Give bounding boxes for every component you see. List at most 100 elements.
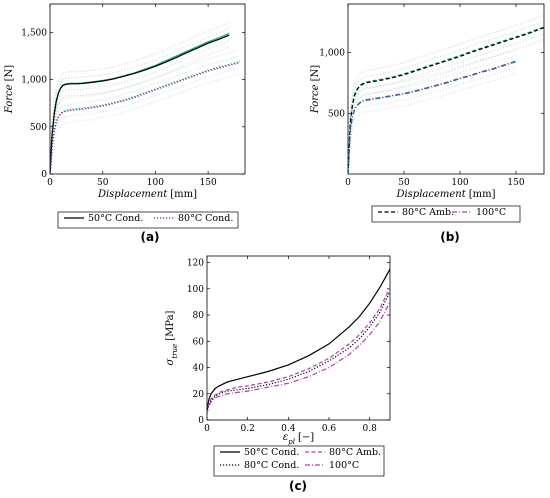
series-line [50,62,240,174]
panel-label: (c) [289,479,307,493]
y-axis-label-unit: [MPa] [165,310,176,340]
spread-band [50,28,230,169]
y-tick-label: 40 [193,364,205,374]
spread-band [50,67,240,174]
y-tick-label: 1,000 [21,76,47,86]
x-axis-label-sub: pl [288,438,295,446]
chart-panel-a: 0 50 100 150 0 500 1,000 1,500 Displacement [mm] F… [4,3,246,244]
x-tick-label: 0.4 [281,424,296,434]
x-tick-label: 0 [345,178,351,188]
legend-label: 80°C Cond. [244,460,299,471]
legend-box: 50°C Cond. 80°C Amb. 80°C Cond. 100°C [213,445,385,477]
y-tick-label: 80 [193,311,205,321]
y-tick-label: 60 [193,337,205,347]
x-axis-label: Displacement [mm] [97,189,197,200]
spread-band [50,22,230,163]
legend-frame [371,205,521,223]
spread-band [50,49,240,163]
x-axis-label-main: ε [283,432,288,443]
axes-frame [206,255,391,421]
spread-band [50,26,230,169]
series-line [348,61,517,174]
y-tick-label: 1,000 [319,49,345,59]
legend-label: 100°C [476,207,506,218]
spread-band [50,38,230,174]
x-axis-label-unit: [−] [298,432,314,443]
spread-band [348,55,517,169]
legend-label: 80°C Amb. [402,207,454,218]
x-tick-label: 50 [97,178,109,188]
y-axis-label-main: σ [165,357,176,365]
series-group [207,268,390,415]
spread-band [348,33,544,174]
series-line [207,291,390,414]
y-tick-label: 500 [328,109,345,119]
spread-band [50,56,240,169]
x-axis-label: Displacement [mm] [395,189,495,200]
legend-label: 80°C Amb. [329,447,381,458]
y-axis-label-unit: [N] [4,65,15,82]
y-axis-label: Force [N] [4,65,15,114]
spread-band [348,66,517,174]
chart-panel-b: 0 50 100 150 500 1,000 Displacement [mm] Force [N… [310,3,545,244]
spread-band [348,67,517,174]
series-line [348,60,517,174]
spread-band [50,50,240,163]
series-line [50,61,240,174]
spread-band-group [50,20,240,174]
x-axis-label-main: Displacement [97,189,168,200]
x-tick-label: 0.6 [322,424,337,434]
spread-band [50,73,240,174]
x-tick-label: 0 [47,178,53,188]
axes-frame [347,3,545,175]
y-tick-label: 20 [193,390,205,400]
y-tick-label: 0 [198,416,204,426]
spread-band [50,55,240,169]
x-tick-label: 0.2 [241,424,255,434]
x-axis-label-main: Displacement [395,189,466,200]
x-tick-label: 50 [398,178,410,188]
spread-band [50,68,240,174]
x-axis-label-unit: [mm] [170,189,197,200]
spread-band-group [348,14,544,174]
spread-band [50,46,230,174]
legend-box: 50°C Cond. 80°C Cond. [57,211,239,229]
axes-frame [49,3,246,175]
x-tick-label: 150 [200,178,217,188]
y-axis-label: σtrue [MPa] [165,310,179,365]
spread-band [348,49,517,163]
series-line [207,301,390,415]
series-line [207,287,390,414]
spread-band [348,39,544,174]
series-line [207,268,390,413]
spread-band [50,74,240,174]
x-tick-label: 0 [204,424,210,434]
x-axis-label: εpl [−] [283,432,314,446]
legend-label: 100°C [329,460,359,471]
legend-label: 80°C Cond. [178,213,233,224]
x-tick-label: 0.8 [363,424,378,434]
legend-label: 50°C Cond. [88,213,143,224]
legend-label: 50°C Cond. [244,447,299,458]
legend-box: 80°C Amb. 100°C [371,205,521,223]
series-line [348,27,544,174]
spread-band [348,21,544,169]
x-tick-label: 150 [507,178,524,188]
spread-band [50,40,230,174]
legend-frame [213,445,385,477]
y-tick-label: 100 [187,285,204,295]
x-tick-label: 100 [147,178,164,188]
y-axis-label-unit: [N] [310,65,321,82]
y-axis-label: Force [N] [310,65,321,114]
series-group [50,32,240,174]
spread-band [348,15,544,163]
spread-band [50,20,230,163]
panel-label: (a) [140,230,159,244]
y-axis-label-main: Force [4,84,15,114]
x-axis-label-unit: [mm] [469,189,496,200]
y-axis-label-sub: true [171,344,179,359]
legend-frame [57,211,239,229]
series-line [50,34,230,174]
spread-band [348,72,517,174]
